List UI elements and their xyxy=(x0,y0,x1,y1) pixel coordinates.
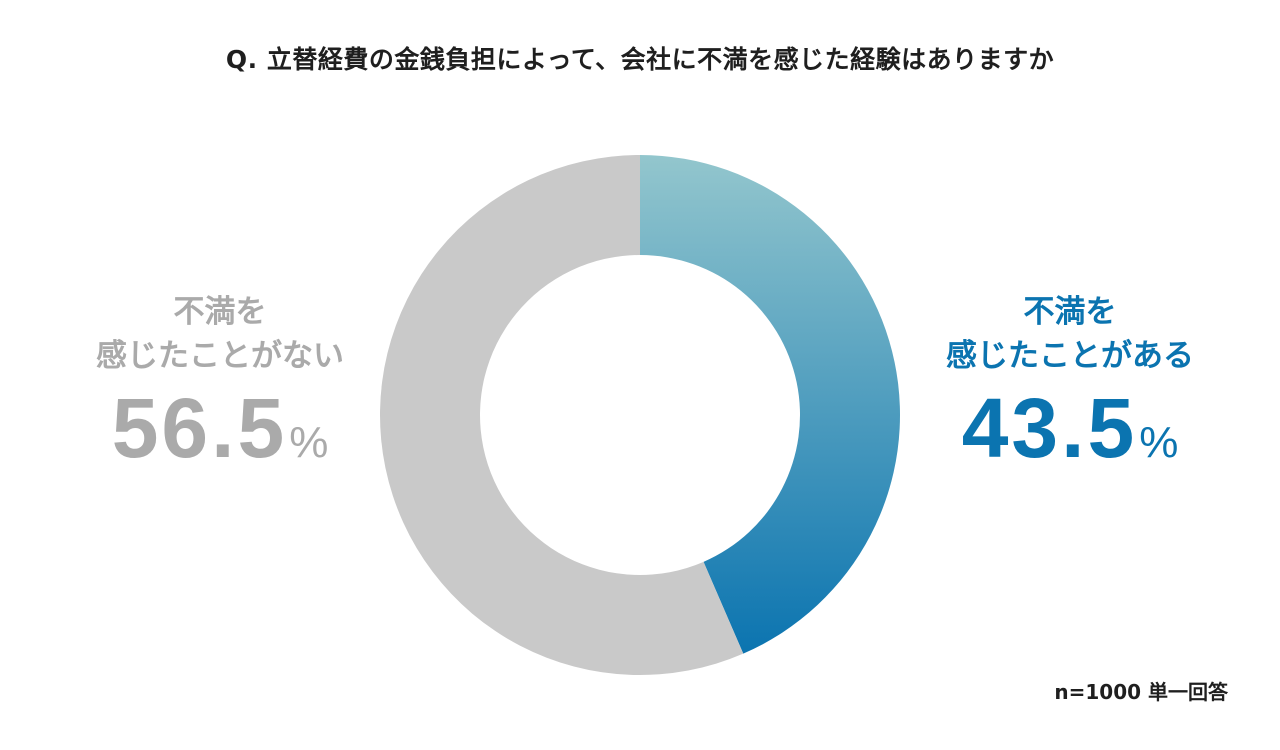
label-dissatisfaction: 不満を 感じたことがある 43.5% xyxy=(905,290,1235,470)
label-no-percentage: 56.5% xyxy=(60,386,380,470)
label-no-line2: 感じたことがない xyxy=(96,338,344,374)
chart-title: Q. 立替経費の金銭負担によって、会社に不満を感じた経験はありますか xyxy=(225,45,1055,74)
donut-slice-not-dissatisfied xyxy=(380,155,744,675)
label-no-value: 56.5 xyxy=(111,381,288,475)
label-yes-percentage: 43.5% xyxy=(905,386,1235,470)
sample-note: n=1000 単一回答 xyxy=(1054,680,1228,704)
label-yes-value: 43.5 xyxy=(961,381,1138,475)
label-no-unit: % xyxy=(289,418,329,467)
label-yes-line2: 感じたことがある xyxy=(946,338,1194,374)
label-yes-unit: % xyxy=(1139,418,1179,467)
label-yes-line1: 不満を xyxy=(1023,294,1117,330)
donut-slices xyxy=(380,155,901,675)
label-no-line1: 不満を xyxy=(173,294,267,330)
label-no-dissatisfaction: 不満を 感じたことがない 56.5% xyxy=(60,290,380,470)
donut-slice-dissatisfied xyxy=(640,155,901,654)
